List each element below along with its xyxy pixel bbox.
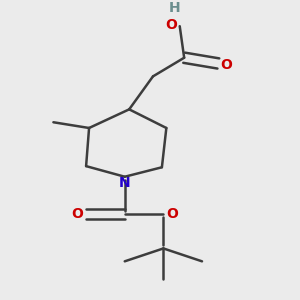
Text: O: O: [71, 207, 83, 221]
Text: N: N: [119, 176, 130, 190]
Text: O: O: [221, 58, 232, 72]
Text: H: H: [169, 1, 180, 15]
Text: O: O: [166, 207, 178, 221]
Text: O: O: [166, 18, 177, 32]
